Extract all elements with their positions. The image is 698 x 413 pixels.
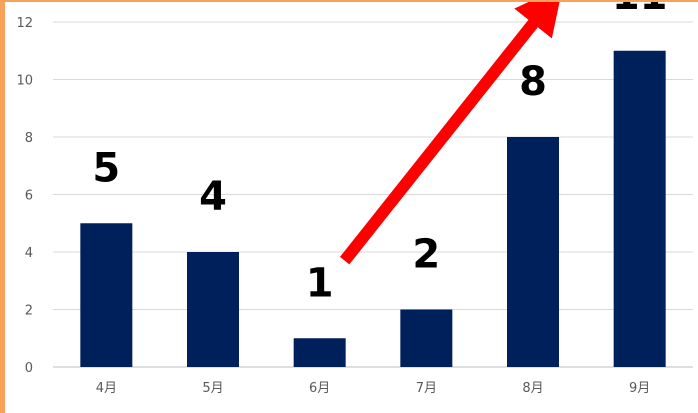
data-label: 4 — [199, 174, 227, 220]
x-tick-label: 8月 — [522, 381, 543, 396]
y-tick-label: 10 — [16, 74, 33, 89]
data-label: 8 — [519, 59, 547, 105]
x-axis-tick-labels: 4月 5月 6月 7月 8月 9月 — [96, 381, 651, 396]
bar-5 — [507, 137, 559, 367]
y-tick-label: 12 — [16, 16, 33, 31]
data-label: 11 — [612, 2, 668, 19]
y-tick-label: 8 — [25, 131, 33, 146]
y-axis-tick-labels: 0 2 4 6 8 10 12 — [16, 16, 33, 376]
y-tick-label: 6 — [25, 189, 33, 204]
bar-2 — [187, 252, 239, 367]
x-tick-label: 9月 — [629, 381, 650, 396]
y-tick-label: 0 — [25, 361, 33, 376]
annotations — [339, 2, 563, 265]
gridlines — [53, 21, 693, 368]
data-labels: 5 4 1 2 8 11 — [92, 2, 667, 306]
y-tick-label: 2 — [25, 304, 33, 319]
data-label: 5 — [92, 145, 120, 191]
bar-3 — [293, 338, 346, 367]
bar-6 — [613, 50, 666, 367]
x-tick-label: 7月 — [416, 381, 437, 396]
trend-arrow — [339, 2, 563, 265]
bar-4 — [400, 309, 453, 367]
x-tick-label: 6月 — [309, 381, 330, 396]
x-tick-label: 4月 — [96, 381, 117, 396]
data-label: 2 — [412, 232, 440, 278]
bars — [80, 50, 666, 367]
data-label: 1 — [306, 260, 334, 306]
bar-1 — [80, 223, 133, 367]
y-tick-label: 4 — [25, 246, 33, 261]
x-tick-label: 5月 — [202, 381, 223, 396]
